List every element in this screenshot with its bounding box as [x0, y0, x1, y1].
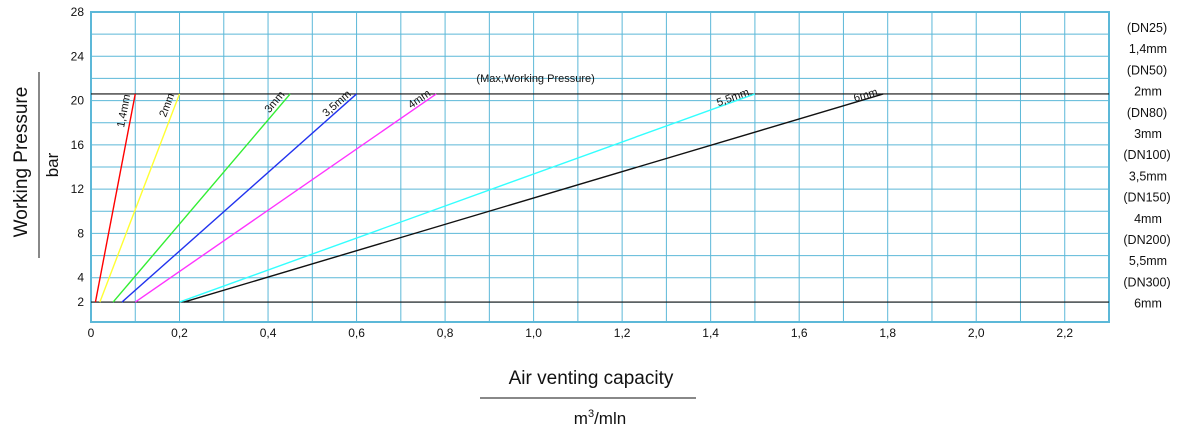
series-label: 4mm: [406, 88, 433, 112]
side-legend-dn: (DN50): [1127, 63, 1167, 77]
x-tick-label: 1,6: [791, 326, 808, 340]
x-tick-label: 0,8: [437, 326, 454, 340]
series-label: 6mm: [852, 86, 879, 104]
grid-lines: [90, 11, 1110, 322]
side-legend-size: 5,5mm: [1129, 254, 1167, 268]
y-tick-label: 28: [71, 5, 85, 19]
y-tick-label: 2: [77, 295, 84, 309]
y-tick-label: 16: [71, 138, 85, 152]
side-legend: (DN25) 1,4mm (DN50) 2mm (DN80) 3mm (DN100) 3,5m…: [1123, 21, 1170, 311]
side-legend-size: 6mm: [1134, 297, 1162, 311]
x-tick-label: 1,0: [525, 326, 542, 340]
x-tick-label: 1,4: [702, 326, 719, 340]
plot-frame: [90, 11, 1110, 323]
x-tick-label: 2,0: [968, 326, 985, 340]
x-tick-labels: 0 0,2 0,4 0,6 0,8 1,0 1,2 1,4 1,6 1,8 2,0 2,2: [88, 326, 1074, 340]
max-pressure-annotation: (Max,Working Pressure): [476, 73, 594, 85]
side-legend-size: 1,4mm: [1129, 42, 1167, 56]
series-line: [112, 93, 291, 303]
x-tick-label: 0,4: [260, 326, 277, 340]
series-line: [179, 93, 756, 303]
series-label: 3,5mm: [320, 88, 353, 119]
side-legend-dn: (DN200): [1123, 233, 1170, 247]
side-legend-dn: (DN80): [1127, 106, 1167, 120]
y-tick-labels: 4 8 12 16 20 24 28 2: [71, 5, 85, 309]
series-label: 1,4mm: [115, 93, 133, 128]
side-legend-dn: (DN300): [1123, 275, 1170, 289]
x-axis-unit: m3/mln: [574, 408, 626, 428]
series-lines: [94, 93, 884, 303]
y-axis-title: Working Pressure: [11, 87, 32, 238]
series-line: [121, 93, 358, 303]
side-legend-size: 4mm: [1134, 212, 1162, 226]
x-axis-title: Air venting capacity: [509, 368, 674, 389]
side-legend-size: 3,5mm: [1129, 169, 1167, 183]
plot-border: [90, 11, 1110, 323]
y-tick-label: 4: [77, 271, 84, 285]
pressure-reference-lines: [91, 93, 1109, 303]
y-tick-label: 8: [77, 226, 84, 240]
side-legend-size: 3mm: [1134, 127, 1162, 141]
x-tick-label: 2,2: [1056, 326, 1073, 340]
y-tick-label: 20: [71, 94, 85, 108]
y-tick-label: 24: [71, 49, 85, 63]
x-tick-label: 0: [88, 326, 95, 340]
series-label: 5,5mm: [715, 86, 751, 109]
side-legend-dn: (DN25): [1127, 21, 1167, 35]
side-legend-dn: (DN150): [1123, 191, 1170, 205]
x-tick-label: 1,2: [614, 326, 631, 340]
x-tick-label: 1,8: [879, 326, 896, 340]
side-legend-dn: (DN100): [1123, 148, 1170, 162]
side-legend-size: 2mm: [1134, 85, 1162, 99]
series-label: 2mm: [157, 92, 177, 119]
series-line: [134, 93, 437, 303]
series-line: [94, 93, 136, 303]
series-line: [183, 93, 884, 303]
x-tick-label: 0,2: [171, 326, 188, 340]
x-tick-label: 0,6: [348, 326, 365, 340]
y-axis-unit: bar: [43, 152, 62, 177]
y-tick-label: 12: [71, 182, 85, 196]
series-labels: 1,4mm 2mm 3mm 3,5mm 4mm 5,5mm 6mm: [115, 86, 879, 128]
series-line: [99, 93, 181, 303]
